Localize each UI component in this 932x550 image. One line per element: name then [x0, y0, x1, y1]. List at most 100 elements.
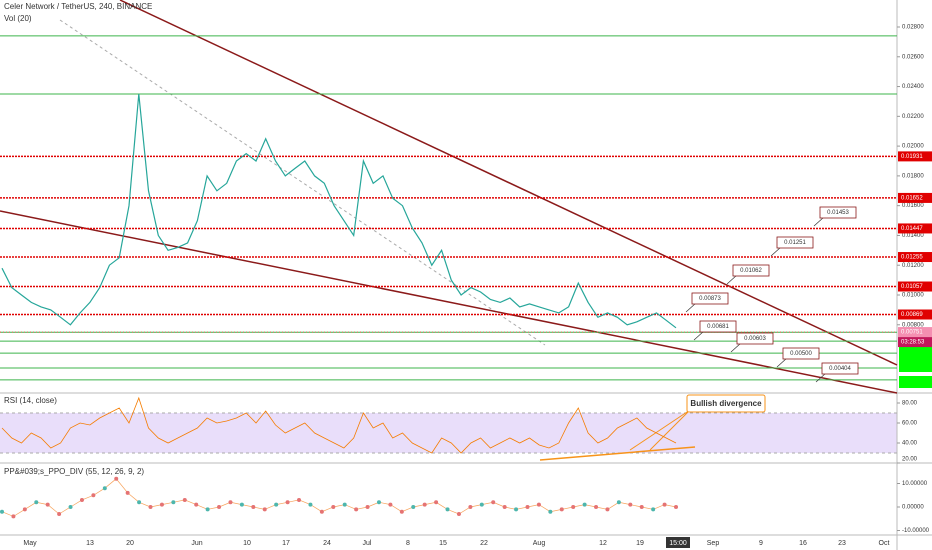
- ppo-dot: [365, 505, 370, 509]
- date-label: 9: [759, 540, 763, 547]
- ppo-dot: [274, 502, 279, 507]
- ppo-dot: [262, 507, 267, 512]
- red-level-box: [898, 192, 932, 203]
- price-tick-label: 0.02400: [902, 84, 924, 90]
- callout-box: [782, 347, 820, 360]
- ppo-tick-label: 0.00000: [902, 505, 924, 511]
- red-level-label: 0.01255: [901, 255, 923, 261]
- price-line: [1, 93, 677, 329]
- date-label: 10: [243, 540, 251, 547]
- ppo-dot: [594, 505, 599, 509]
- ppo-dot: [34, 500, 39, 505]
- ppo-dot: [536, 502, 541, 507]
- date-label: Aug: [533, 540, 546, 547]
- ppo-dot: [285, 500, 290, 505]
- date-label: Jul: [363, 540, 372, 547]
- ppo-dot: [388, 502, 393, 507]
- callout-label: 0.00500: [790, 351, 812, 357]
- red-level-box: [898, 151, 932, 162]
- red-level-box: [898, 223, 932, 234]
- ppo-dot: [79, 497, 84, 502]
- callout-pointer: [730, 342, 742, 353]
- ppo-dot: [0, 509, 4, 514]
- red-level-box: [898, 309, 932, 320]
- date-label: 20: [126, 540, 134, 547]
- ppo-dot: [456, 512, 461, 517]
- ppo-dot: [251, 505, 256, 509]
- ppo-dot: [319, 509, 324, 514]
- countdown-box: [898, 337, 932, 348]
- ppo-dot: [331, 505, 336, 509]
- ppo-dot: [411, 505, 416, 509]
- callout-label: 0.00603: [744, 336, 766, 342]
- ppo-tick-label: -10.00000: [902, 528, 930, 534]
- date-label: Oct: [879, 540, 890, 547]
- callout-pointer: [770, 246, 782, 257]
- price-tick-label: 0.01200: [902, 263, 924, 269]
- ppo-dot: [91, 493, 96, 498]
- ppo-dot: [68, 505, 73, 509]
- ppo-dot: [205, 507, 210, 512]
- ppo-dot: [114, 476, 119, 481]
- ppo-dot: [376, 500, 381, 505]
- ppo-dot: [308, 502, 313, 507]
- rsi-title: RSI (14, close): [4, 396, 57, 405]
- ppo-dot: [559, 507, 564, 512]
- date-label: 17: [282, 540, 290, 547]
- ppo-dot: [159, 502, 164, 507]
- callout-pointer: [815, 372, 827, 383]
- callout-label: 0.01062: [740, 268, 762, 274]
- red-level-box: [898, 281, 932, 292]
- ppo-dot: [182, 497, 187, 502]
- ppo-dot: [137, 500, 142, 505]
- ppo-dot: [194, 502, 199, 507]
- date-label: 22: [480, 540, 488, 547]
- callout-label: 0.01453: [827, 210, 849, 216]
- price-tick-label: 0.01600: [902, 203, 924, 209]
- ppo-dot: [662, 502, 667, 507]
- ppo-dot: [342, 502, 347, 507]
- price-tick-label: 0.01000: [902, 293, 924, 299]
- price-tick-label: 0.00800: [902, 322, 924, 328]
- red-level-label: 0.01652: [901, 196, 923, 202]
- ppo-dot: [514, 507, 519, 512]
- countdown: 03:28:53: [901, 340, 925, 346]
- ppo-dot: [445, 507, 450, 512]
- ppo-dot: [57, 512, 62, 517]
- divergence-pointer: [629, 409, 691, 451]
- callout-pointer: [693, 330, 705, 341]
- red-level-label: 0.01447: [901, 226, 923, 232]
- rsi-band: [0, 413, 897, 453]
- ppo-dot: [228, 500, 233, 505]
- red-level-label: 0.00869: [901, 312, 923, 318]
- ppo-tick-label: 10.00000: [902, 481, 928, 487]
- red-level-label: 0.01931: [901, 154, 923, 160]
- ppo-dot: [297, 497, 302, 502]
- rsi-line: [1, 396, 677, 454]
- callout-box: [732, 264, 770, 277]
- rsi-tick-label: 40.00: [902, 441, 918, 447]
- date-label: 15:00: [669, 540, 687, 547]
- callout-box: [699, 320, 737, 333]
- ppo-dot: [468, 505, 473, 509]
- date-label: 13: [86, 540, 94, 547]
- ppo-dot: [639, 505, 644, 509]
- ppo-title: PP&#039;s_PPO_DIV (55, 12, 26, 9, 2): [4, 467, 144, 476]
- ppo-dot: [354, 507, 359, 512]
- date-label: 15: [439, 540, 447, 547]
- date-label: May: [23, 540, 37, 547]
- ppo-dot: [674, 505, 678, 509]
- rsi-tick-label: 60.00: [902, 421, 918, 427]
- date-label: Jun: [191, 540, 202, 547]
- header-title: Celer Network / TetherUS, 240, BINANCE: [4, 2, 152, 11]
- ppo-dot: [239, 502, 244, 507]
- callout-pointer: [685, 302, 697, 313]
- ppo-dot: [422, 502, 427, 507]
- dashed-trend: [59, 19, 546, 346]
- ppo-dot: [217, 505, 222, 509]
- callout-box: [691, 292, 729, 305]
- ppo-dot: [102, 486, 107, 491]
- rsi-tick-label: 20.00: [902, 457, 918, 463]
- ppo-dot: [548, 509, 553, 514]
